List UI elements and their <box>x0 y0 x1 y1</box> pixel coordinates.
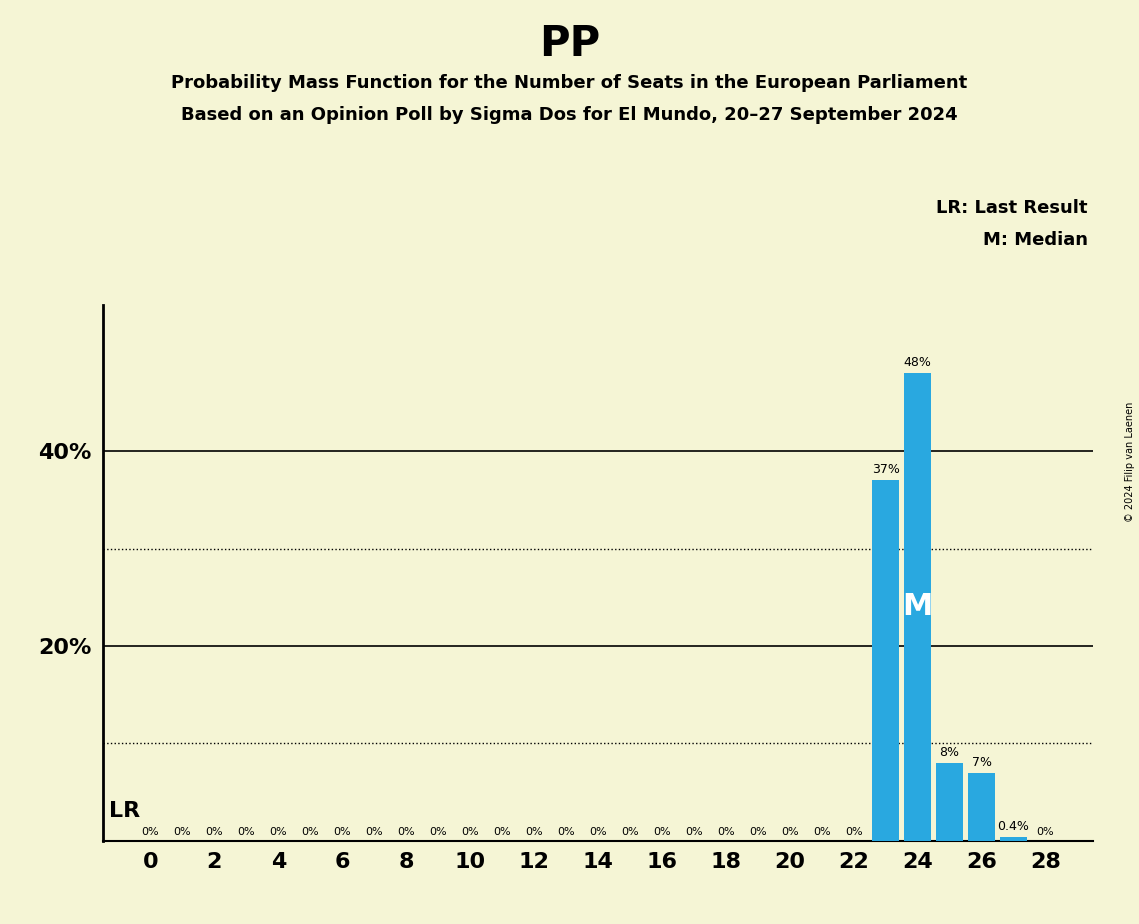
Text: 0%: 0% <box>173 827 191 837</box>
Text: Probability Mass Function for the Number of Seats in the European Parliament: Probability Mass Function for the Number… <box>171 74 968 91</box>
Text: 0%: 0% <box>749 827 767 837</box>
Bar <box>1000 837 1027 841</box>
Text: 0%: 0% <box>334 827 351 837</box>
Text: 0%: 0% <box>781 827 798 837</box>
Text: 0%: 0% <box>813 827 830 837</box>
Text: 0%: 0% <box>205 827 223 837</box>
Text: 0%: 0% <box>718 827 735 837</box>
Text: 0%: 0% <box>429 827 446 837</box>
Text: 0%: 0% <box>525 827 543 837</box>
Text: 0%: 0% <box>398 827 415 837</box>
Text: 0%: 0% <box>685 827 703 837</box>
Text: 0%: 0% <box>653 827 671 837</box>
Text: 8%: 8% <box>940 746 959 759</box>
Bar <box>872 480 900 841</box>
Text: PP: PP <box>539 23 600 65</box>
Bar <box>936 763 964 841</box>
Text: 0%: 0% <box>845 827 862 837</box>
Text: M: Median: M: Median <box>983 231 1088 249</box>
Text: 37%: 37% <box>871 464 900 477</box>
Text: 0.4%: 0.4% <box>998 820 1030 833</box>
Text: 48%: 48% <box>903 357 932 370</box>
Text: 0%: 0% <box>238 827 255 837</box>
Text: 0%: 0% <box>621 827 639 837</box>
Text: 0%: 0% <box>557 827 575 837</box>
Text: 0%: 0% <box>461 827 478 837</box>
Text: 0%: 0% <box>589 827 607 837</box>
Text: 0%: 0% <box>366 827 383 837</box>
Text: 0%: 0% <box>302 827 319 837</box>
Text: M: M <box>902 592 933 622</box>
Text: © 2024 Filip van Laenen: © 2024 Filip van Laenen <box>1125 402 1134 522</box>
Text: Based on an Opinion Poll by Sigma Dos for El Mundo, 20–27 September 2024: Based on an Opinion Poll by Sigma Dos fo… <box>181 106 958 124</box>
Text: LR: LR <box>109 801 140 821</box>
Bar <box>968 772 995 841</box>
Text: LR: Last Result: LR: Last Result <box>936 199 1088 216</box>
Text: 0%: 0% <box>141 827 159 837</box>
Text: 0%: 0% <box>493 827 511 837</box>
Text: 7%: 7% <box>972 756 992 769</box>
Text: 0%: 0% <box>270 827 287 837</box>
Text: 0%: 0% <box>1036 827 1055 837</box>
Bar <box>904 373 932 841</box>
